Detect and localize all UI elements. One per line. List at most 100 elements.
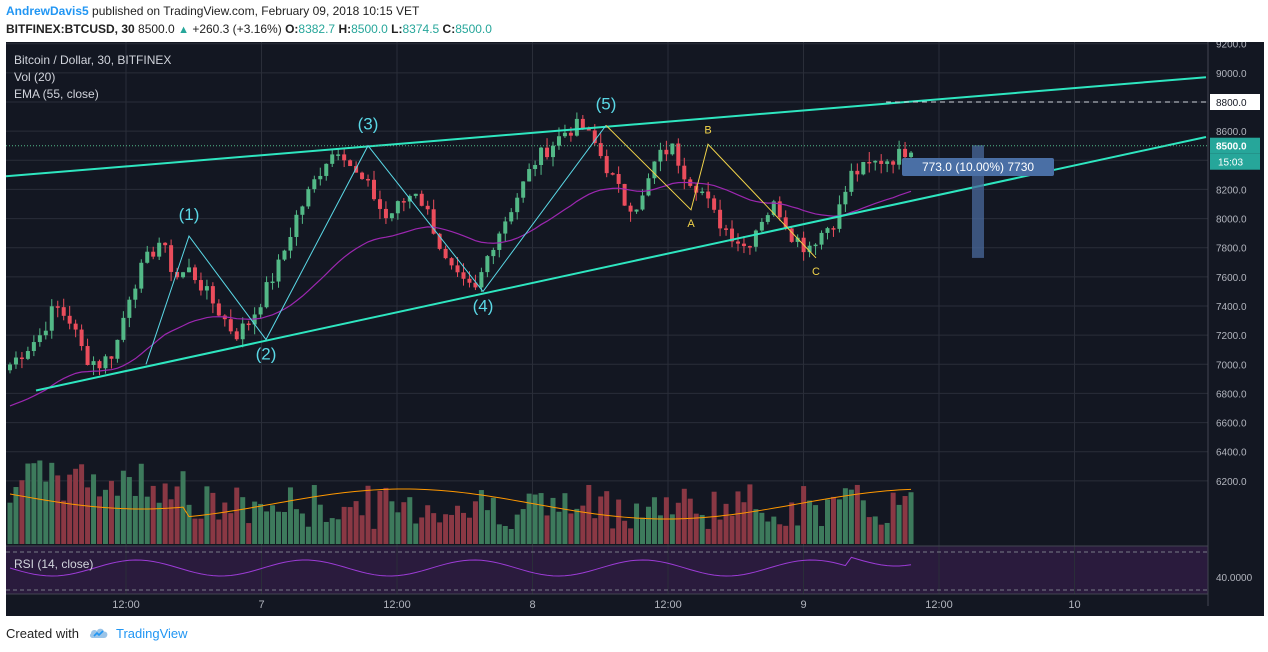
price-chart[interactable]: 6200.0 6400.0 6600.0 6800.0 7000.0 7200.0 7400… <box>6 42 1264 616</box>
high-label: H: <box>338 22 352 36</box>
volume-bar <box>389 501 395 544</box>
volume-bar <box>777 524 783 544</box>
candle-body <box>592 130 597 144</box>
candle-body <box>270 281 275 284</box>
volume-bar <box>789 502 795 544</box>
volume-bar <box>675 502 681 544</box>
candle-body <box>419 193 424 206</box>
candle-body <box>873 160 878 163</box>
candle-body <box>765 215 770 222</box>
volume-bar <box>854 484 860 544</box>
legend-item: Vol (20) <box>14 70 55 84</box>
trendline-upper <box>6 76 1207 178</box>
volume-bar <box>67 474 73 544</box>
candle-body <box>425 205 430 210</box>
candle-body <box>360 172 365 179</box>
tradingview-cloud-icon <box>89 628 107 638</box>
volume-bar <box>598 496 604 544</box>
candle-body <box>204 286 209 291</box>
candle-body <box>879 160 884 164</box>
candle-body <box>700 191 705 194</box>
candle-body <box>145 251 150 263</box>
y-tick-label: 6400.0 <box>1216 448 1247 459</box>
volume-bar <box>192 518 198 544</box>
candle-body <box>91 361 96 365</box>
candle-body <box>103 356 108 369</box>
y-tick-label: 7400.0 <box>1216 302 1247 313</box>
candle-body <box>706 191 711 199</box>
candle-body <box>133 288 138 300</box>
volume-bar <box>610 528 616 544</box>
candle-body <box>670 143 675 155</box>
volume-bar <box>807 500 813 544</box>
candle-body <box>294 214 299 237</box>
volume-bar <box>359 515 365 544</box>
candle-body <box>216 303 221 316</box>
candle-body <box>115 339 120 359</box>
volume-bar <box>699 514 705 544</box>
candle-body <box>562 132 567 137</box>
candle-body <box>676 143 681 166</box>
candle-body <box>777 201 782 218</box>
candle-body <box>634 209 639 212</box>
candle-body <box>19 357 24 360</box>
candle-body <box>264 282 269 308</box>
volume-ma-line <box>9 488 912 520</box>
candle-body <box>187 267 192 273</box>
volume-bar <box>651 497 657 544</box>
volume-bar <box>622 520 628 544</box>
author-link[interactable]: AndrewDavis5 <box>6 4 89 18</box>
candle-body <box>807 245 812 253</box>
volume-bar <box>484 510 490 544</box>
candle-body <box>461 272 466 279</box>
candle-body <box>413 193 418 196</box>
candle-body <box>43 330 48 336</box>
volume-bar <box>878 524 884 544</box>
volume-bar <box>13 487 19 544</box>
legend-item: Bitcoin / Dollar, 30, BITFINEX <box>14 53 171 67</box>
candle-body <box>712 198 717 210</box>
volume-bar <box>783 525 789 544</box>
volume-bar <box>550 497 556 544</box>
candle-body <box>449 258 454 266</box>
y-tick-label: 7000.0 <box>1216 360 1247 371</box>
y-tick-label: 6600.0 <box>1216 419 1247 430</box>
candle-body <box>383 208 388 219</box>
volume-bar <box>419 517 425 544</box>
candle-body <box>61 307 66 316</box>
y-tick-label: 9200.0 <box>1216 42 1247 51</box>
candle-body <box>13 357 18 365</box>
volume-bar <box>890 492 896 544</box>
candle-body <box>718 209 723 229</box>
candle-body <box>539 147 544 165</box>
volume-bar <box>508 528 514 544</box>
candle-body <box>491 249 496 257</box>
volume-bar <box>902 496 908 544</box>
candle-body <box>348 160 353 167</box>
volume-bar <box>353 501 359 544</box>
candle-body <box>741 243 746 247</box>
candle-body <box>163 242 168 246</box>
rsi-line <box>9 556 912 577</box>
wave-label: (2) <box>256 345 277 364</box>
candle-body <box>85 346 90 365</box>
candle-body <box>909 152 914 158</box>
candle-body <box>97 361 102 369</box>
volume-bar <box>645 506 651 544</box>
volume-bar <box>19 480 25 544</box>
volume-bars <box>7 460 914 544</box>
candle-body <box>282 250 287 260</box>
tradingview-link[interactable]: TradingView <box>116 626 188 641</box>
candle-body <box>825 228 830 233</box>
y-tick-label: 7800.0 <box>1216 244 1247 255</box>
volume-bar <box>341 506 347 544</box>
candle-body <box>240 323 245 340</box>
candle-body <box>897 148 902 165</box>
volume-bar <box>836 499 842 544</box>
volume-bar <box>425 505 431 544</box>
volume-bar <box>466 517 472 544</box>
volume-bar <box>401 502 407 544</box>
volume-bar <box>365 485 371 544</box>
candle-body <box>819 232 824 245</box>
candle-body <box>37 335 42 343</box>
